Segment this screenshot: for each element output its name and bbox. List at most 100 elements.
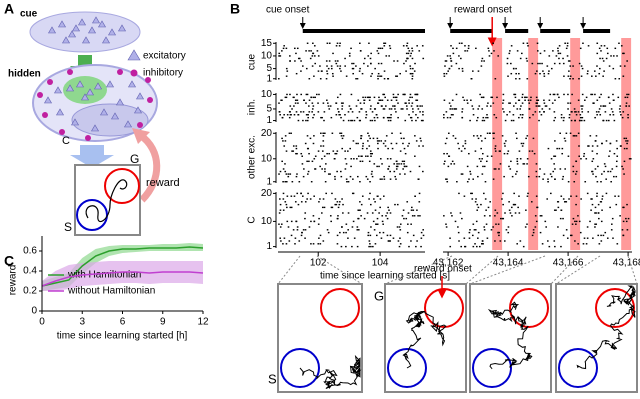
spike (357, 142, 359, 145)
spike (626, 60, 628, 62)
spike (508, 209, 511, 211)
spike (569, 234, 572, 237)
spike (474, 243, 476, 245)
spike (342, 212, 344, 214)
spike (306, 160, 308, 163)
goal-region (424, 288, 464, 328)
spike (579, 47, 582, 50)
spike (359, 67, 361, 70)
spike (379, 178, 382, 180)
spike (376, 140, 379, 142)
spike (481, 243, 483, 245)
spike (490, 52, 493, 55)
spike (400, 163, 403, 165)
spike (384, 42, 387, 44)
annotation: cue onset (266, 5, 310, 16)
spike (611, 111, 614, 113)
spike (582, 243, 585, 245)
spike (297, 57, 300, 60)
spike (371, 212, 374, 214)
spike (543, 99, 545, 101)
spike (497, 223, 500, 225)
spike (411, 72, 414, 75)
spike (622, 52, 624, 55)
spike (389, 119, 392, 122)
spike (514, 212, 517, 214)
spike (283, 45, 285, 47)
spike (562, 62, 565, 65)
spike (418, 192, 421, 195)
spike (323, 111, 326, 113)
x-tick-label: 3 (79, 317, 85, 328)
spike (445, 137, 448, 140)
spike (506, 114, 508, 116)
spike (601, 209, 603, 211)
spike (531, 234, 534, 237)
spike (296, 229, 299, 231)
spike (284, 163, 286, 165)
spike (369, 96, 371, 99)
spike (472, 114, 475, 116)
spike (606, 52, 609, 55)
spike (510, 206, 513, 209)
spike (508, 102, 510, 104)
spike (481, 119, 484, 122)
spike (379, 206, 381, 209)
spike (304, 201, 307, 203)
spike (420, 245, 422, 248)
spike (526, 135, 529, 137)
spike (308, 99, 311, 101)
spike (444, 160, 446, 163)
spike (563, 137, 566, 140)
spike (535, 96, 538, 99)
spike (452, 114, 454, 116)
spike (569, 102, 572, 104)
spike (620, 114, 622, 116)
spike (510, 45, 513, 47)
spike (460, 173, 463, 175)
spike (480, 147, 482, 150)
spike (546, 198, 549, 200)
spike (594, 223, 596, 225)
spike (523, 163, 526, 165)
spike (469, 173, 472, 175)
spike (619, 111, 621, 113)
spike (481, 140, 483, 142)
spike (302, 111, 305, 113)
y-tick-label: 10 (261, 51, 273, 62)
spike (369, 108, 372, 110)
spike (379, 75, 381, 77)
spike (359, 181, 361, 183)
spike (412, 234, 415, 237)
spike (387, 119, 390, 122)
spike (539, 72, 541, 75)
spike (388, 116, 391, 119)
spike (325, 163, 327, 165)
spike (319, 165, 321, 168)
spike (359, 50, 362, 52)
spike (510, 119, 513, 122)
spike (286, 206, 288, 209)
spike (369, 57, 372, 60)
spike (562, 57, 564, 60)
spike (535, 102, 538, 104)
spike (397, 102, 399, 104)
spike (535, 170, 538, 173)
goal-region (595, 288, 635, 328)
spike (399, 150, 402, 152)
group-label: inh. (247, 99, 258, 115)
spike (374, 243, 377, 245)
spike (464, 45, 466, 47)
spike (410, 105, 413, 107)
spike (377, 78, 379, 80)
spike (278, 52, 281, 55)
spike (318, 93, 320, 96)
spike (422, 57, 425, 60)
spike (488, 55, 491, 57)
spike (514, 96, 517, 99)
spike (367, 132, 369, 134)
spike (458, 55, 460, 57)
spike (474, 229, 477, 231)
spike (566, 42, 569, 44)
spike (404, 152, 407, 155)
